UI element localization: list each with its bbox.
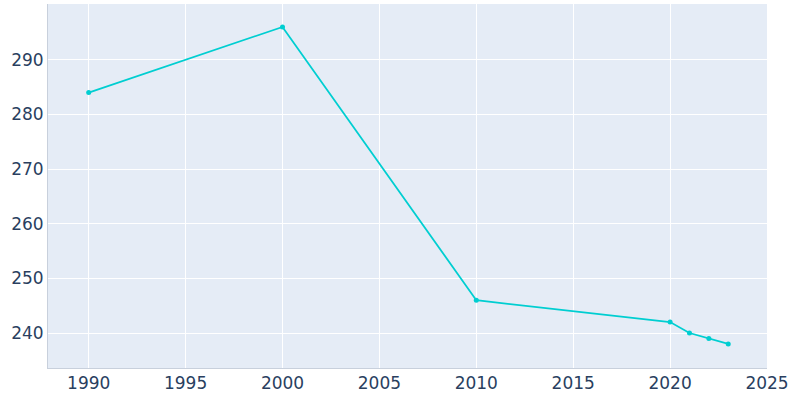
svg-text:290: 290 xyxy=(11,50,43,70)
svg-text:260: 260 xyxy=(11,214,43,234)
svg-text:1995: 1995 xyxy=(164,373,207,393)
svg-text:280: 280 xyxy=(11,104,43,124)
svg-text:2025: 2025 xyxy=(745,373,788,393)
svg-text:1990: 1990 xyxy=(67,373,110,393)
svg-text:2010: 2010 xyxy=(455,373,498,393)
svg-text:2020: 2020 xyxy=(648,373,691,393)
svg-text:2015: 2015 xyxy=(552,373,595,393)
svg-text:2005: 2005 xyxy=(358,373,401,393)
svg-text:270: 270 xyxy=(11,159,43,179)
svg-text:240: 240 xyxy=(11,323,43,343)
svg-text:250: 250 xyxy=(11,268,43,288)
svg-text:2000: 2000 xyxy=(261,373,304,393)
